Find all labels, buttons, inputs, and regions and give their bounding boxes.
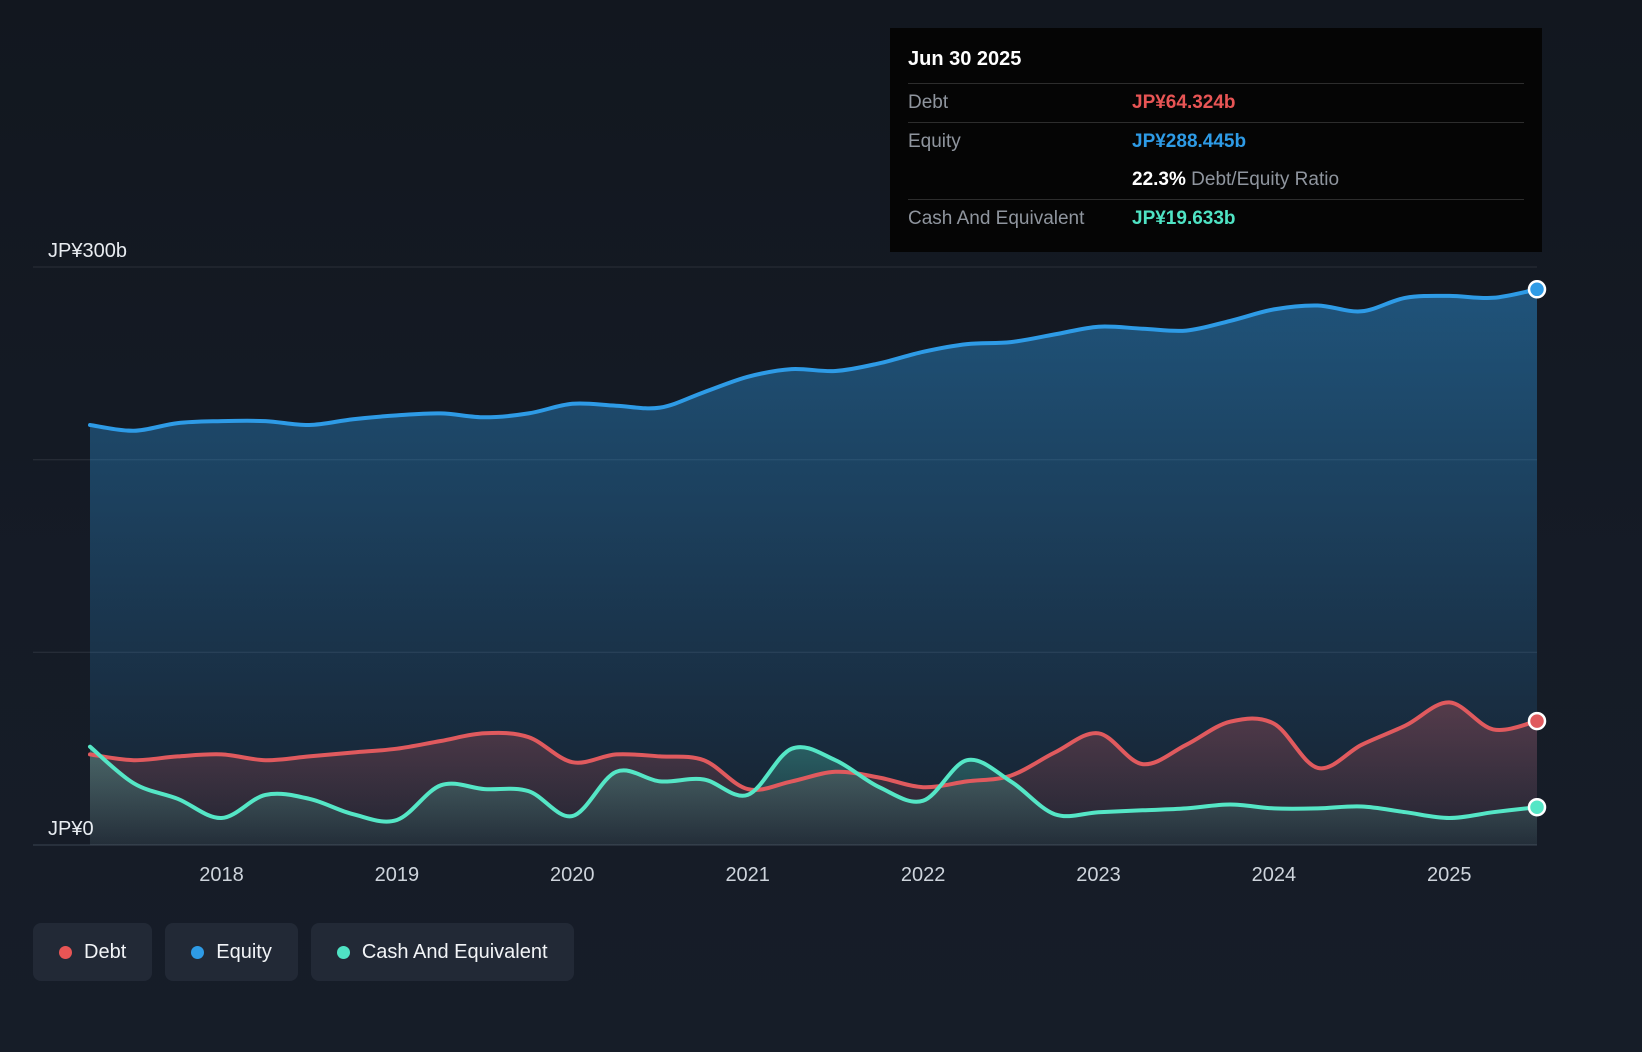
tooltip-cash-value: JP¥19.633b <box>1132 208 1236 230</box>
svg-text:2025: 2025 <box>1427 864 1472 886</box>
marker-cash-and-equivalent <box>1529 799 1545 815</box>
equity-legend-dot-icon <box>191 946 204 959</box>
legend-item-cash[interactable]: Cash And Equivalent <box>311 923 574 981</box>
legend-item-equity-label: Equity <box>216 941 272 964</box>
tooltip-row-debt: Debt JP¥64.324b <box>908 84 1524 123</box>
legend-item-debt-label: Debt <box>84 941 126 964</box>
tooltip-ratio-value: 22.3% <box>1132 169 1186 190</box>
svg-text:2024: 2024 <box>1252 864 1297 886</box>
svg-text:JP¥300b: JP¥300b <box>48 240 127 262</box>
legend-item-debt[interactable]: Debt <box>33 923 152 981</box>
marker-equity <box>1529 281 1545 297</box>
svg-text:2022: 2022 <box>901 864 946 886</box>
legend-item-equity[interactable]: Equity <box>165 923 298 981</box>
svg-text:2021: 2021 <box>725 864 770 886</box>
tooltip-row-ratio: 22.3% Debt/Equity Ratio <box>908 161 1524 200</box>
chart-tooltip: Jun 30 2025 Debt JP¥64.324b Equity JP¥28… <box>890 28 1542 252</box>
tooltip-equity-label: Equity <box>908 131 1132 153</box>
legend-item-cash-label: Cash And Equivalent <box>362 941 548 964</box>
tooltip-row-equity: Equity JP¥288.445b <box>908 123 1524 161</box>
svg-text:JP¥0: JP¥0 <box>48 818 94 840</box>
svg-text:2018: 2018 <box>199 864 244 886</box>
svg-text:2023: 2023 <box>1076 864 1121 886</box>
svg-text:2019: 2019 <box>375 864 420 886</box>
tooltip-ratio-label: Debt/Equity Ratio <box>1191 169 1339 190</box>
tooltip-cash-label: Cash And Equivalent <box>908 208 1132 230</box>
tooltip-debt-value: JP¥64.324b <box>1132 92 1236 114</box>
series-areas <box>90 289 1537 845</box>
tooltip-debt-label: Debt <box>908 92 1132 114</box>
debt-legend-dot-icon <box>59 946 72 959</box>
tooltip-row-cash: Cash And Equivalent JP¥19.633b <box>908 200 1524 238</box>
chart-legend: Debt Equity Cash And Equivalent <box>33 923 574 981</box>
svg-text:2020: 2020 <box>550 864 595 886</box>
tooltip-equity-value: JP¥288.445b <box>1132 131 1246 153</box>
cash-legend-dot-icon <box>337 946 350 959</box>
marker-debt <box>1529 713 1545 729</box>
tooltip-date: Jun 30 2025 <box>908 40 1524 84</box>
